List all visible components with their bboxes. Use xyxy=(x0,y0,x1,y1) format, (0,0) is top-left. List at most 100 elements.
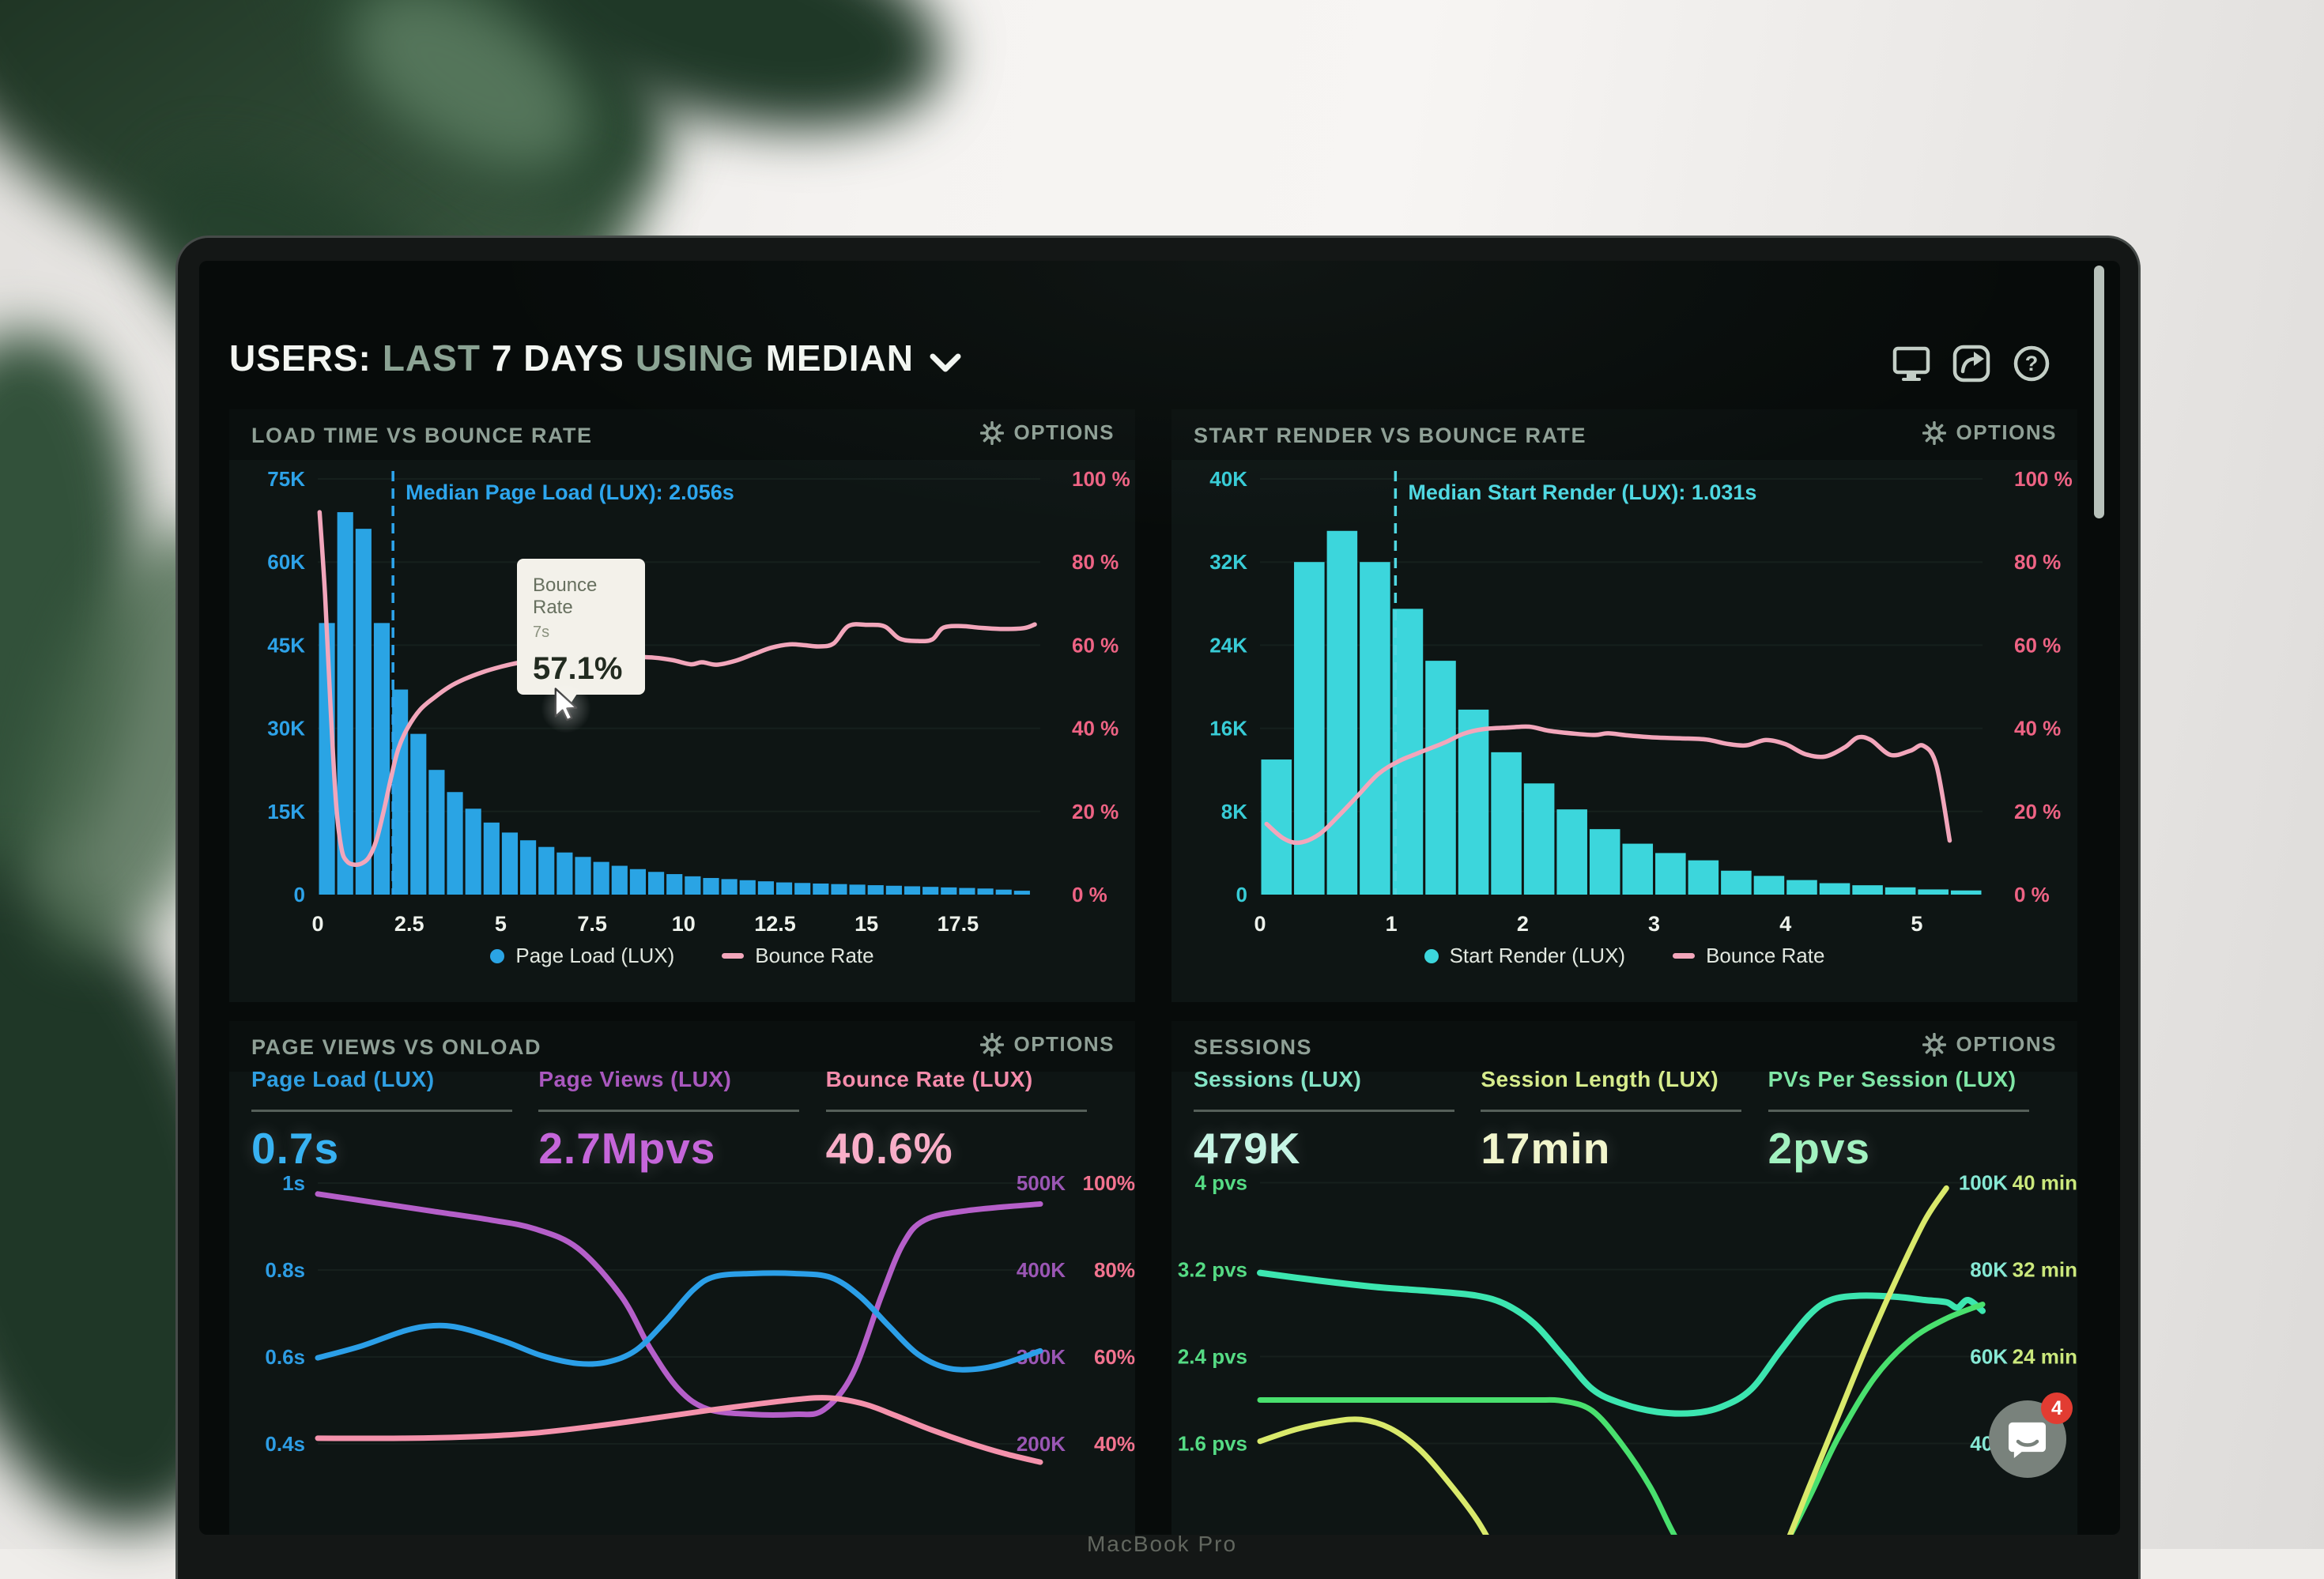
title-segment: USERS: xyxy=(229,337,372,379)
panel-title: LOAD TIME VS BOUNCE RATE xyxy=(251,424,593,448)
options-button[interactable]: OPTIONS xyxy=(980,420,1115,445)
svg-text:3: 3 xyxy=(1648,912,1660,934)
metric-pvs-per-session: PVs Per Session (LUX) 2pvs xyxy=(1768,1067,2055,1174)
legend-line-swatch xyxy=(1673,953,1695,959)
chart-legend: Start Render (LUX) Bounce Rate xyxy=(1171,944,2077,968)
gear-icon xyxy=(1922,1033,1946,1057)
panel-sessions: SESSIONS OPTIONS Sessions (LUX) 479K Ses… xyxy=(1171,1021,2077,1535)
svg-text:30K: 30K xyxy=(267,717,305,741)
svg-text:32 min: 32 min xyxy=(2013,1258,2077,1282)
svg-text:60 %: 60 % xyxy=(2014,633,2061,657)
metric-session-length: Session Length (LUX) 17min xyxy=(1481,1067,1768,1174)
svg-text:0: 0 xyxy=(1254,912,1266,934)
svg-text:80K: 80K xyxy=(1970,1258,2008,1282)
mouse-cursor xyxy=(552,688,580,726)
start-render-chart[interactable]: 100 %80 %60 %40 %20 %0 %40K32K24K16K8K00… xyxy=(1171,460,2077,934)
panel-header: LOAD TIME VS BOUNCE RATE OPTIONS xyxy=(229,409,1135,460)
legend-item[interactable]: Start Render (LUX) xyxy=(1424,944,1626,968)
svg-text:15: 15 xyxy=(855,912,878,934)
title-segment: USING xyxy=(636,337,755,379)
svg-text:7.5: 7.5 xyxy=(577,912,607,934)
panel-start-render: START RENDER VS BOUNCE RATE OPTIONS 100 … xyxy=(1171,409,2077,1002)
svg-text:80 %: 80 % xyxy=(2014,550,2061,574)
svg-text:10: 10 xyxy=(672,912,696,934)
svg-text:2.5: 2.5 xyxy=(394,912,424,934)
svg-text:15K: 15K xyxy=(267,800,305,823)
chat-button[interactable]: 4 xyxy=(1989,1400,2066,1478)
svg-text:0: 0 xyxy=(294,883,305,906)
svg-text:0 %: 0 % xyxy=(2014,883,2050,906)
svg-text:8K: 8K xyxy=(1221,800,1247,823)
svg-text:5: 5 xyxy=(495,912,507,934)
svg-text:4 pvs: 4 pvs xyxy=(1195,1171,1248,1195)
panel-title: START RENDER VS BOUNCE RATE xyxy=(1194,424,1586,448)
chart-tooltip: Bounce Rate 7s 57.1% xyxy=(517,559,645,695)
panel-page-views: PAGE VIEWS VS ONLOAD OPTIONS Page Load (… xyxy=(229,1021,1135,1535)
svg-text:0.6s: 0.6s xyxy=(265,1345,305,1369)
panel-load-time: LOAD TIME VS BOUNCE RATE OPTIONS 10 0 % 80… xyxy=(229,409,1135,1002)
svg-text:100%: 100% xyxy=(1083,1171,1136,1195)
metric-bounce-rate: Bounce Rate (LUX) 40.6% xyxy=(826,1067,1113,1174)
macbook-label: MacBook Pro xyxy=(0,1532,2324,1557)
svg-text:500K: 500K xyxy=(1017,1171,1066,1195)
help-icon[interactable]: ? xyxy=(2011,343,2052,384)
scrollbar-thumb[interactable] xyxy=(2094,266,2104,518)
load-time-chart[interactable]: 100 %80 %60 %40 %20 %0 %75K60K45K30K15K0… xyxy=(229,460,1135,934)
title-segment: LAST xyxy=(383,337,481,379)
svg-text:1: 1 xyxy=(1386,912,1398,934)
legend-item[interactable]: Bounce Rate xyxy=(1673,944,1824,968)
svg-text:400K: 400K xyxy=(1017,1258,1066,1282)
legend-item[interactable]: Bounce Rate xyxy=(722,944,873,968)
svg-text:Median Start Render (LUX): 1.0: Median Start Render (LUX): 1.031s xyxy=(1408,480,1756,504)
svg-text:4: 4 xyxy=(1779,912,1791,934)
metric-page-load: Page Load (LUX) 0.7s xyxy=(251,1067,538,1174)
gear-icon xyxy=(1922,421,1946,445)
legend-item[interactable]: Page Load (LUX) xyxy=(490,944,674,968)
panel-header: START RENDER VS BOUNCE RATE OPTIONS xyxy=(1171,409,2077,460)
metric-sessions: Sessions (LUX) 479K xyxy=(1194,1067,1481,1174)
chart-legend: Page Load (LUX) Bounce Rate xyxy=(229,944,1135,968)
svg-text:1.6 pvs: 1.6 pvs xyxy=(1178,1432,1247,1456)
svg-text:0.4s: 0.4s xyxy=(265,1432,305,1456)
panel-header: SESSIONS OPTIONS xyxy=(1171,1021,2077,1072)
svg-text:5: 5 xyxy=(1911,912,1922,934)
svg-text:20 %: 20 % xyxy=(1072,800,1119,823)
svg-text:24K: 24K xyxy=(1209,633,1247,657)
panel-title: SESSIONS xyxy=(1194,1035,1312,1060)
chevron-down-icon xyxy=(930,340,961,383)
svg-text:16K: 16K xyxy=(1209,717,1247,741)
options-button[interactable]: OPTIONS xyxy=(1922,420,2057,445)
svg-text:0.8s: 0.8s xyxy=(265,1258,305,1282)
svg-text:40 min: 40 min xyxy=(2013,1171,2077,1195)
options-button[interactable]: OPTIONS xyxy=(1922,1032,2057,1057)
title-segment: MEDIAN xyxy=(766,337,914,379)
svg-text:100 %: 100 % xyxy=(2014,467,2073,491)
panel-title: PAGE VIEWS VS ONLOAD xyxy=(251,1035,541,1060)
gear-icon xyxy=(980,1033,1004,1057)
svg-text:60K: 60K xyxy=(267,550,305,574)
svg-text:75K: 75K xyxy=(267,467,305,491)
svg-text:200K: 200K xyxy=(1017,1432,1066,1456)
display-icon[interactable] xyxy=(1891,343,1932,384)
svg-text:2: 2 xyxy=(1517,912,1529,934)
legend-dot-swatch xyxy=(490,949,504,963)
svg-text:0 %: 0 % xyxy=(1072,883,1107,906)
metrics-row: Sessions (LUX) 479K Session Length (LUX)… xyxy=(1194,1067,2055,1174)
svg-text:0: 0 xyxy=(1236,883,1247,906)
svg-text:60%: 60% xyxy=(1094,1345,1135,1369)
svg-text:12.5: 12.5 xyxy=(754,912,796,934)
svg-text:60 %: 60 % xyxy=(1072,633,1119,657)
svg-text:0: 0 xyxy=(311,912,323,934)
options-button[interactable]: OPTIONS xyxy=(980,1032,1115,1057)
svg-text:80 %: 80 % xyxy=(1072,550,1119,574)
svg-text:32K: 32K xyxy=(1209,550,1247,574)
svg-text:17.5: 17.5 xyxy=(938,912,979,934)
svg-text:45K: 45K xyxy=(267,633,305,657)
chat-bubble-icon xyxy=(2008,1419,2047,1459)
svg-text:?: ? xyxy=(2025,352,2039,375)
share-icon[interactable] xyxy=(1951,343,1992,384)
